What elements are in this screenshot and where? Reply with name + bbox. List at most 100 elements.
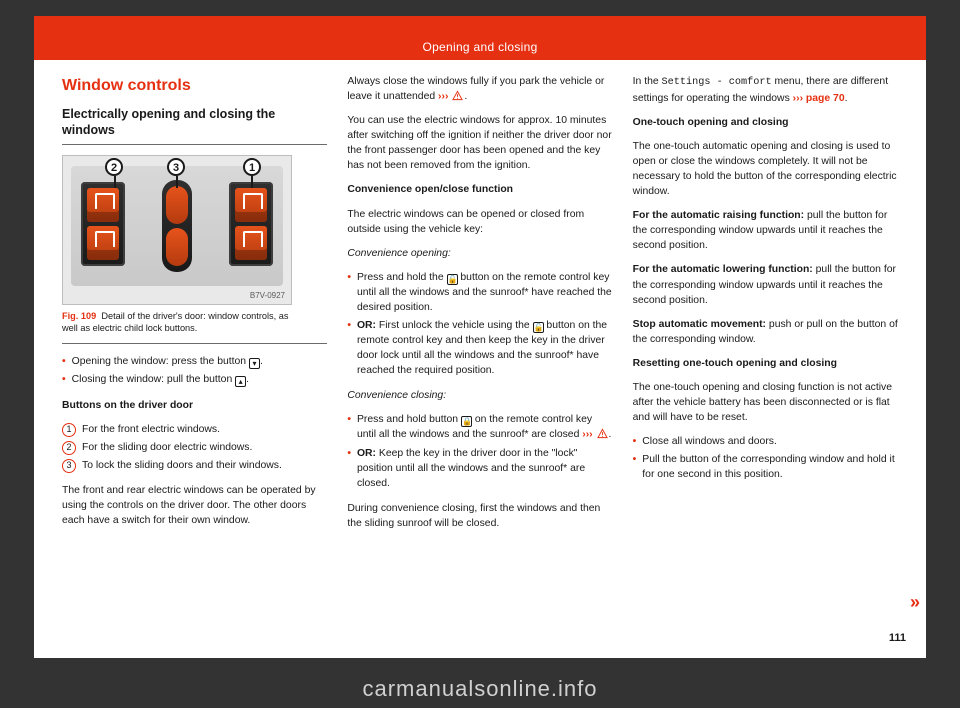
- watermark-text: carmanualsonline.info: [362, 676, 597, 702]
- unlock-key-icon: 🔓: [533, 322, 544, 333]
- heading-resetting: Resetting one-touch opening and closing: [633, 356, 898, 371]
- paragraph: The one-touch automatic opening and clos…: [633, 139, 898, 199]
- text-lead: For the automatic lowering function:: [633, 264, 813, 275]
- bullet-dot-icon: •: [347, 270, 351, 315]
- bullet-text: OR: Keep the key in the driver door in t…: [357, 446, 613, 491]
- bullet-text: Close all windows and doors.: [642, 434, 777, 449]
- figure-code: B7V-0927: [250, 290, 285, 302]
- column-2: Always close the windows fully if you pa…: [347, 74, 612, 648]
- bullet-text: Pull the button of the corresponding win…: [642, 452, 898, 482]
- text-part: In the: [633, 76, 662, 87]
- unlock-key-icon: 🔓: [447, 274, 458, 285]
- text-lead: OR:: [357, 448, 376, 459]
- switch-block-left: [81, 182, 125, 266]
- heading-opening: Convenience opening:: [347, 246, 612, 261]
- text-part: Always close the windows fully if you pa…: [347, 76, 604, 102]
- text-part: .: [464, 91, 467, 102]
- bullet-text: Opening the window: press the button ▾.: [72, 354, 263, 369]
- child-lock-pillar: [162, 180, 192, 272]
- heading-closing: Convenience closing:: [347, 388, 612, 403]
- paragraph: Always close the windows fully if you pa…: [347, 74, 612, 104]
- numbered-item-3: 3 To lock the sliding doors and their wi…: [62, 458, 327, 473]
- paragraph: During convenience closing, first the wi…: [347, 501, 612, 531]
- number-badge-3: 3: [62, 459, 76, 473]
- callout-line: [176, 176, 178, 188]
- paragraph: The one-touch opening and closing functi…: [633, 380, 898, 425]
- switch-block-right: [229, 182, 273, 266]
- bullet-convenience-open-or: • OR: First unlock the vehicle using the…: [347, 318, 612, 378]
- bullet-text: Closing the window: pull the button ▴.: [72, 372, 249, 387]
- paragraph: You can use the electric windows for app…: [347, 113, 612, 173]
- subsection-title: Electrically opening and closing the win…: [62, 107, 327, 138]
- text-part: .: [609, 429, 612, 440]
- figure-109: 2 3 1 B7V-0927: [62, 155, 292, 305]
- bullet-dot-icon: •: [347, 318, 351, 378]
- callout-line: [114, 176, 116, 188]
- bullet-text-part: .: [246, 374, 249, 385]
- column-3: In the Settings - comfort menu, there ar…: [633, 74, 898, 648]
- window-up-icon: ▴: [235, 376, 246, 387]
- window-rocker-icon: [87, 226, 119, 260]
- page-number: 111: [889, 632, 906, 644]
- paragraph: In the Settings - comfort menu, there ar…: [633, 74, 898, 106]
- number-badge-1: 1: [62, 423, 76, 437]
- paragraph: For the automatic raising function: pull…: [633, 208, 898, 253]
- page-ref: ››› page 70: [793, 93, 845, 104]
- bullet-open-window: • Opening the window: press the button ▾…: [62, 354, 327, 369]
- text-part: First unlock the vehicle using the: [376, 320, 533, 331]
- warning-triangle-icon: [597, 428, 608, 439]
- callout-line: [251, 176, 253, 188]
- bullet-reset-1: • Close all windows and doors.: [633, 434, 898, 449]
- section-title: Window controls: [62, 74, 327, 97]
- numbered-item-1: 1 For the front electric windows.: [62, 422, 327, 437]
- divider: [62, 144, 327, 145]
- text-part: Keep the key in the driver door in the "…: [357, 448, 585, 489]
- bullet-reset-2: • Pull the button of the corresponding w…: [633, 452, 898, 482]
- warning-triangle-icon: [452, 90, 463, 101]
- bullet-dot-icon: •: [62, 372, 66, 387]
- number-badge-2: 2: [62, 441, 76, 455]
- child-lock-button-icon: [166, 186, 188, 224]
- continue-mark-icon: »: [910, 592, 920, 613]
- manual-page: Opening and closing Window controls Elec…: [34, 16, 926, 658]
- bullet-dot-icon: •: [347, 412, 351, 442]
- bullet-dot-icon: •: [633, 434, 637, 449]
- child-lock-button-icon: [166, 228, 188, 266]
- numbered-text: For the front electric windows.: [82, 422, 220, 437]
- bullet-text: Press and hold button 🔒 on the remote co…: [357, 412, 613, 442]
- text-lead: For the automatic raising function:: [633, 210, 804, 221]
- numbered-text: To lock the sliding doors and their wind…: [82, 458, 282, 473]
- paragraph: The electric windows can be opened or cl…: [347, 207, 612, 237]
- heading-convenience: Convenience open/close function: [347, 182, 612, 197]
- divider: [62, 343, 327, 344]
- bullet-text-part: Opening the window: press the button: [72, 356, 249, 367]
- chevrons-icon: ›››: [582, 429, 592, 440]
- paragraph: The front and rear electric windows can …: [62, 483, 327, 528]
- bullet-convenience-open: • Press and hold the 🔓 button on the rem…: [347, 270, 612, 315]
- paragraph: Stop automatic movement: push or pull on…: [633, 317, 898, 347]
- heading-one-touch: One-touch opening and closing: [633, 115, 898, 130]
- window-down-icon: ▾: [249, 358, 260, 369]
- lock-key-icon: 🔒: [461, 416, 472, 427]
- figure-caption-text: Detail of the driver's door: window cont…: [62, 311, 288, 333]
- page-body: Window controls Electrically opening and…: [34, 60, 926, 658]
- numbered-text: For the sliding door electric windows.: [82, 440, 252, 455]
- window-rocker-icon: [235, 188, 267, 222]
- bullet-text-part: Closing the window: pull the button: [72, 374, 235, 385]
- bullet-convenience-close: • Press and hold button 🔒 on the remote …: [347, 412, 612, 442]
- text-part: Press and hold button: [357, 414, 461, 425]
- bullet-text-part: .: [260, 356, 263, 367]
- header-title: Opening and closing: [422, 40, 537, 54]
- bullet-close-window: • Closing the window: pull the button ▴.: [62, 372, 327, 387]
- text-part: Press and hold the: [357, 272, 447, 283]
- bullet-dot-icon: •: [347, 446, 351, 491]
- window-rocker-icon: [235, 226, 267, 260]
- bullet-dot-icon: •: [633, 452, 637, 482]
- numbered-item-2: 2 For the sliding door electric windows.: [62, 440, 327, 455]
- text-part: .: [845, 93, 848, 104]
- text-lead: OR:: [357, 320, 376, 331]
- header-band: Opening and closing: [34, 16, 926, 60]
- figure-number: Fig. 109: [62, 311, 96, 321]
- bullet-text: Press and hold the 🔓 button on the remot…: [357, 270, 613, 315]
- chevrons-icon: ›››: [438, 91, 448, 102]
